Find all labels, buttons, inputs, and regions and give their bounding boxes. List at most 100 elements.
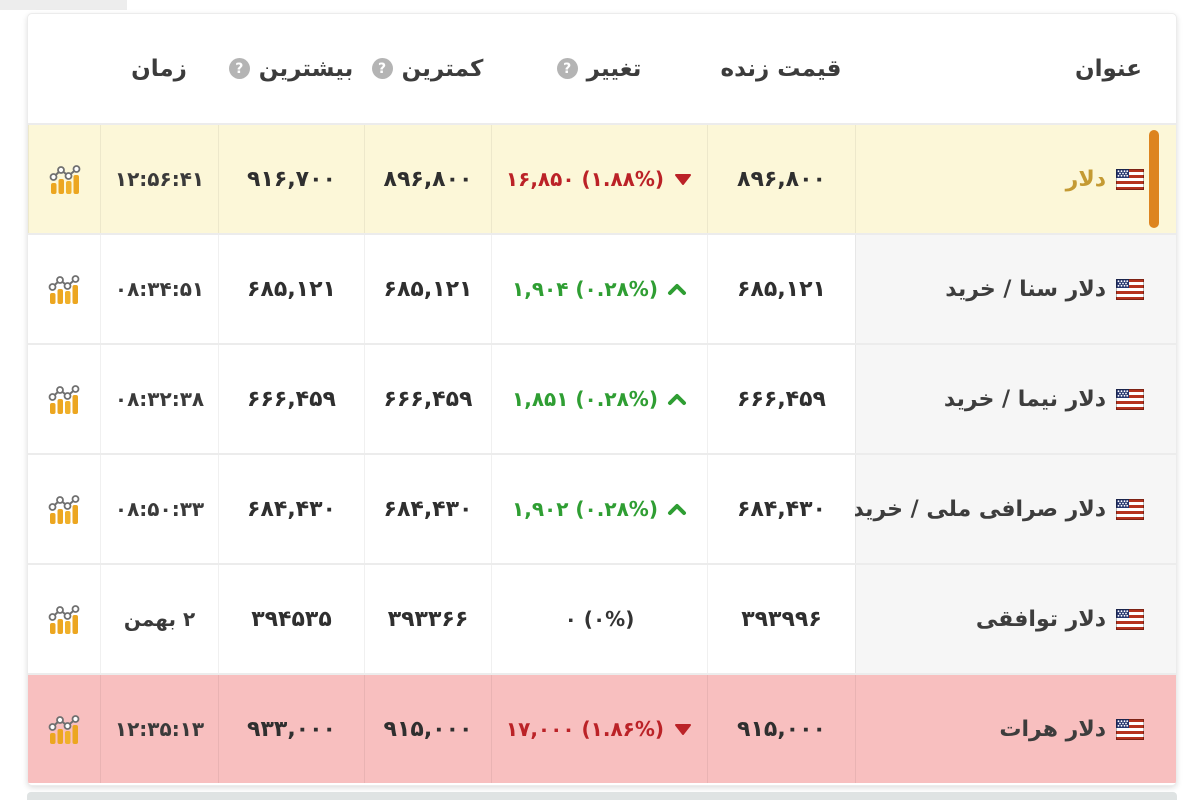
live-price-cell: ۹۱۵,۰۰۰ bbox=[707, 675, 855, 783]
row-title-cell[interactable]: دلار bbox=[855, 125, 1176, 233]
us-flag-icon bbox=[1116, 278, 1144, 300]
time-value: ۰۸:۵۰:۳۳ bbox=[114, 497, 205, 521]
time-cell: ۰۸:۳۴:۵۱ bbox=[100, 235, 218, 343]
column-header-time: زمان bbox=[100, 14, 218, 123]
change-value: ۱,۹۰۴ (۰.۲۸%) bbox=[512, 277, 658, 301]
table-row-dollar-nima-buy[interactable]: دلار نیما / خرید ۶۶۶,۴۵۹ ۱,۸۵۱ (۰.۲۸%) ۶… bbox=[28, 343, 1176, 453]
change-value: ۱,۹۰۲ (۰.۲۸%) bbox=[512, 497, 658, 521]
time-cell: ۰۸:۵۰:۳۳ bbox=[100, 455, 218, 563]
us-flag-icon bbox=[1116, 388, 1144, 410]
change-cell: ۱۷,۰۰۰ (۱.۸۶%) bbox=[491, 675, 707, 783]
row-title: دلار هرات bbox=[999, 716, 1106, 742]
row-title: دلار صرافی ملی / خرید bbox=[852, 496, 1106, 522]
live-price-cell: ۳۹۳۹۹۶ bbox=[707, 565, 855, 673]
chevron-up-icon bbox=[667, 502, 687, 516]
row-title-cell[interactable]: دلار توافقی bbox=[855, 565, 1176, 673]
chevron-up-icon bbox=[667, 392, 687, 406]
us-flag-icon bbox=[1116, 168, 1144, 190]
table-row-dollar[interactable]: دلار ۸۹۶,۸۰۰ ۱۶,۸۵۰ (۱.۸۸%) ۸۹۶,۸۰۰ ۹۱۶,… bbox=[28, 123, 1176, 233]
change-cell: ۱,۸۵۱ (۰.۲۸%) bbox=[491, 345, 707, 453]
high-cell: ۶۸۵,۱۲۱ bbox=[218, 235, 364, 343]
column-header-label: بیشترین bbox=[258, 55, 354, 82]
time-value: ۱۲:۳۵:۱۳ bbox=[114, 717, 205, 741]
change-value: ۱۷,۰۰۰ (۱.۸۶%) bbox=[505, 717, 665, 741]
row-title: دلار سنا / خرید bbox=[945, 276, 1106, 302]
time-cell: ۱۲:۳۵:۱۳ bbox=[100, 675, 218, 783]
low-cell: ۶۸۴,۴۳۰ bbox=[364, 455, 491, 563]
row-title: دلار توافقی bbox=[975, 606, 1106, 632]
time-value: ۱۲:۵۶:۴۱ bbox=[114, 167, 205, 191]
time-value: ۰۸:۳۲:۳۸ bbox=[114, 387, 205, 411]
change-cell: ۱,۹۰۴ (۰.۲۸%) bbox=[491, 235, 707, 343]
change-value: ۱,۸۵۱ (۰.۲۸%) bbox=[512, 387, 658, 411]
row-title: دلار نیما / خرید bbox=[943, 386, 1106, 412]
live-price-cell: ۸۹۶,۸۰۰ bbox=[707, 125, 855, 233]
chart-button[interactable] bbox=[28, 345, 100, 453]
column-header-chart bbox=[28, 14, 100, 123]
time-cell: ۲ بهمن bbox=[100, 565, 218, 673]
column-header-live-price: قیمت زنده bbox=[707, 14, 855, 123]
chart-button[interactable] bbox=[28, 565, 100, 673]
high-value: ۶۸۴,۴۳۰ bbox=[247, 496, 336, 522]
chart-button[interactable] bbox=[28, 455, 100, 563]
help-icon[interactable]: ? bbox=[556, 58, 578, 79]
live-price-value: ۶۶۶,۴۵۹ bbox=[737, 386, 826, 412]
high-cell: ۹۱۶,۷۰۰ bbox=[218, 125, 364, 233]
row-title-cell[interactable]: دلار سنا / خرید bbox=[855, 235, 1176, 343]
chevron-up-icon bbox=[667, 282, 687, 296]
row-title: دلار bbox=[1065, 166, 1106, 192]
column-header-label: تغییر bbox=[586, 55, 642, 82]
high-value: ۳۹۴۵۳۵ bbox=[251, 606, 332, 632]
chart-button[interactable] bbox=[28, 675, 100, 783]
live-price-value: ۶۸۵,۱۲۱ bbox=[737, 276, 826, 302]
high-value: ۹۳۳,۰۰۰ bbox=[247, 716, 336, 742]
help-icon[interactable]: ? bbox=[371, 58, 393, 79]
row-title-cell[interactable]: دلار صرافی ملی / خرید bbox=[852, 455, 1176, 563]
low-value: ۶۶۶,۴۵۹ bbox=[383, 386, 473, 412]
high-cell: ۶۶۶,۴۵۹ bbox=[218, 345, 364, 453]
selected-row-accent-bar bbox=[1149, 130, 1159, 228]
change-value: ۱۶,۸۵۰ (۱.۸۸%) bbox=[505, 167, 665, 191]
change-value: ۰ (۰%) bbox=[564, 607, 635, 631]
low-cell: ۳۹۳۳۶۶ bbox=[364, 565, 491, 673]
high-cell: ۳۹۴۵۳۵ bbox=[218, 565, 364, 673]
row-title-cell[interactable]: دلار هرات bbox=[855, 675, 1176, 783]
help-icon[interactable]: ? bbox=[228, 58, 250, 79]
caret-down-icon bbox=[673, 722, 693, 736]
column-header-label: کمترین bbox=[401, 55, 484, 82]
live-price-value: ۳۹۳۹۹۶ bbox=[741, 606, 822, 632]
table-row-dollar-herat[interactable]: دلار هرات ۹۱۵,۰۰۰ ۱۷,۰۰۰ (۱.۸۶%) ۹۱۵,۰۰۰… bbox=[28, 673, 1176, 783]
live-price-value: ۹۱۵,۰۰۰ bbox=[737, 716, 826, 742]
caret-down-icon bbox=[673, 172, 693, 186]
table-row-dollar-sana-buy[interactable]: دلار سنا / خرید ۶۸۵,۱۲۱ ۱,۹۰۴ (۰.۲۸%) ۶۸… bbox=[28, 233, 1176, 343]
live-price-cell: ۶۶۶,۴۵۹ bbox=[707, 345, 855, 453]
column-header-change: تغییر ? bbox=[491, 14, 707, 123]
column-header-label: عنوان bbox=[1074, 55, 1142, 82]
us-flag-icon bbox=[1116, 608, 1144, 630]
high-value: ۹۱۶,۷۰۰ bbox=[247, 166, 336, 192]
chart-button[interactable] bbox=[28, 235, 100, 343]
change-cell: ۰ (۰%) bbox=[491, 565, 707, 673]
table-row-dollar-tavafoghi[interactable]: دلار توافقی ۳۹۳۹۹۶ ۰ (۰%) ۳۹۳۳۶۶ ۳۹۴۵۳۵ … bbox=[28, 563, 1176, 673]
low-value: ۹۱۵,۰۰۰ bbox=[383, 716, 473, 742]
time-cell: ۱۲:۵۶:۴۱ bbox=[100, 125, 218, 233]
high-cell: ۹۳۳,۰۰۰ bbox=[218, 675, 364, 783]
column-header-title: عنوان bbox=[855, 14, 1176, 123]
change-cell: ۱۶,۸۵۰ (۱.۸۸%) bbox=[491, 125, 707, 233]
low-value: ۶۸۵,۱۲۱ bbox=[383, 276, 473, 302]
low-cell: ۶۶۶,۴۵۹ bbox=[364, 345, 491, 453]
column-header-label: زمان bbox=[131, 55, 187, 82]
table-row-dollar-sarrafi-melli-buy[interactable]: دلار صرافی ملی / خرید ۶۸۴,۴۳۰ ۱,۹۰۲ (۰.۲… bbox=[28, 453, 1176, 563]
time-value: ۲ بهمن bbox=[123, 607, 196, 631]
chart-button[interactable] bbox=[28, 125, 100, 233]
next-card-edge bbox=[27, 792, 1177, 800]
column-header-high: بیشترین ? bbox=[218, 14, 364, 123]
row-title-cell[interactable]: دلار نیما / خرید bbox=[855, 345, 1176, 453]
page-edge-artifact bbox=[0, 0, 127, 10]
us-flag-icon bbox=[1116, 718, 1144, 740]
high-value: ۶۶۶,۴۵۹ bbox=[247, 386, 336, 412]
column-header-low: کمترین ? bbox=[364, 14, 491, 123]
high-value: ۶۸۵,۱۲۱ bbox=[247, 276, 336, 302]
live-price-value: ۶۸۴,۴۳۰ bbox=[737, 496, 826, 522]
